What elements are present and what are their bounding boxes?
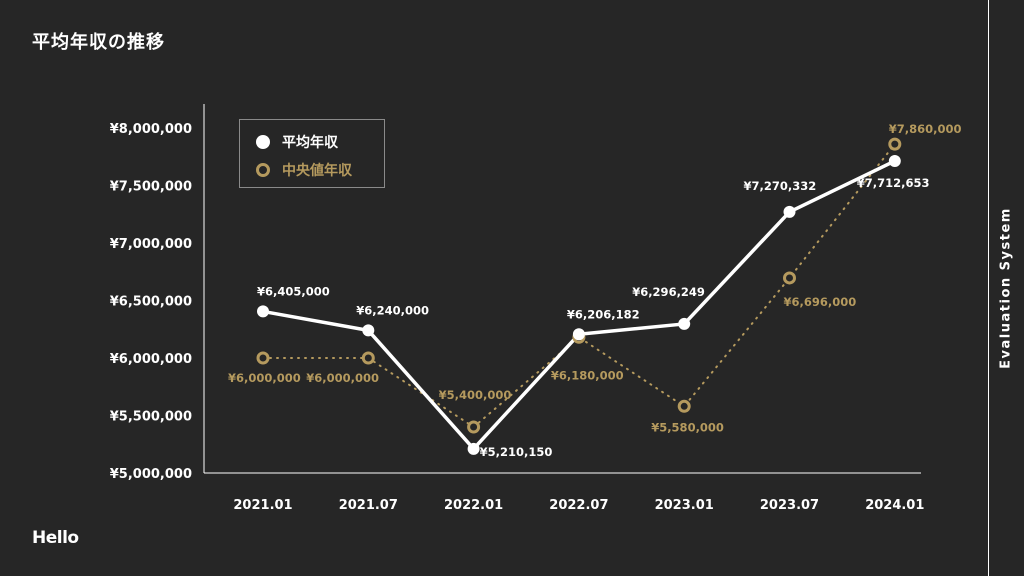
x-tick-label: 2022.01: [444, 498, 503, 513]
median-point: [677, 399, 691, 413]
y-tick-label: ¥6,500,000: [110, 295, 192, 310]
average-point: [362, 324, 375, 337]
average-data-label: ¥6,240,000: [356, 303, 429, 317]
median-data-label: ¥6,000,000: [228, 371, 301, 385]
x-tick-label: 2021.07: [339, 498, 398, 513]
y-tick-label: ¥7,000,000: [110, 237, 192, 252]
y-tick-label: ¥5,000,000: [110, 467, 192, 482]
chart-legend: 平均年収 中央値年収: [239, 119, 385, 188]
legend-filled-circle-icon: [256, 135, 270, 149]
average-data-label: ¥6,206,182: [567, 307, 640, 321]
legend-item-average: 平均年収: [256, 132, 338, 152]
average-data-label: ¥6,405,000: [257, 284, 330, 298]
y-tick-label: ¥7,500,000: [110, 180, 192, 195]
y-tick-label: ¥8,000,000: [110, 122, 192, 137]
average-point: [257, 305, 269, 318]
brand-logo: Hello: [32, 528, 79, 548]
x-tick-label: 2023.01: [655, 498, 714, 513]
median-data-label: ¥5,400,000: [439, 388, 512, 402]
median-point: [467, 420, 481, 434]
x-tick-label: 2021.01: [233, 498, 292, 513]
y-tick-label: ¥6,000,000: [110, 352, 192, 367]
average-point: [678, 317, 691, 330]
average-data-label: ¥5,210,150: [480, 445, 553, 459]
x-tick-label: 2022.07: [549, 498, 608, 513]
x-tick-label: 2024.01: [865, 498, 924, 513]
average-point: [888, 155, 901, 168]
y-tick-label: ¥5,500,000: [110, 410, 192, 425]
average-data-label: ¥7,270,332: [744, 179, 817, 193]
average-point: [572, 328, 585, 341]
median-data-label: ¥6,180,000: [551, 368, 624, 382]
slide-title: 平均年収の推移: [32, 32, 165, 53]
median-data-label: ¥6,000,000: [306, 371, 379, 385]
legend-item-median: 中央値年収: [256, 160, 352, 180]
median-data-label: ¥6,696,000: [784, 295, 857, 309]
average-point: [467, 442, 480, 455]
legend-label-average: 平均年収: [282, 135, 338, 151]
median-data-label: ¥5,580,000: [651, 420, 724, 434]
legend-hollow-circle-icon: [256, 163, 270, 177]
median-point: [361, 351, 375, 365]
x-tick-label: 2023.07: [760, 498, 819, 513]
legend-label-median: 中央値年収: [282, 163, 352, 179]
median-data-label: ¥7,860,000: [889, 122, 962, 136]
median-point: [783, 271, 796, 285]
side-label: Evaluation System: [998, 207, 1014, 369]
side-divider: [988, 0, 989, 576]
average-point: [783, 205, 796, 218]
median-point: [256, 351, 270, 365]
median-point: [888, 137, 902, 151]
average-data-label: ¥6,296,249: [632, 285, 705, 299]
average-data-label: ¥7,712,653: [857, 176, 930, 190]
